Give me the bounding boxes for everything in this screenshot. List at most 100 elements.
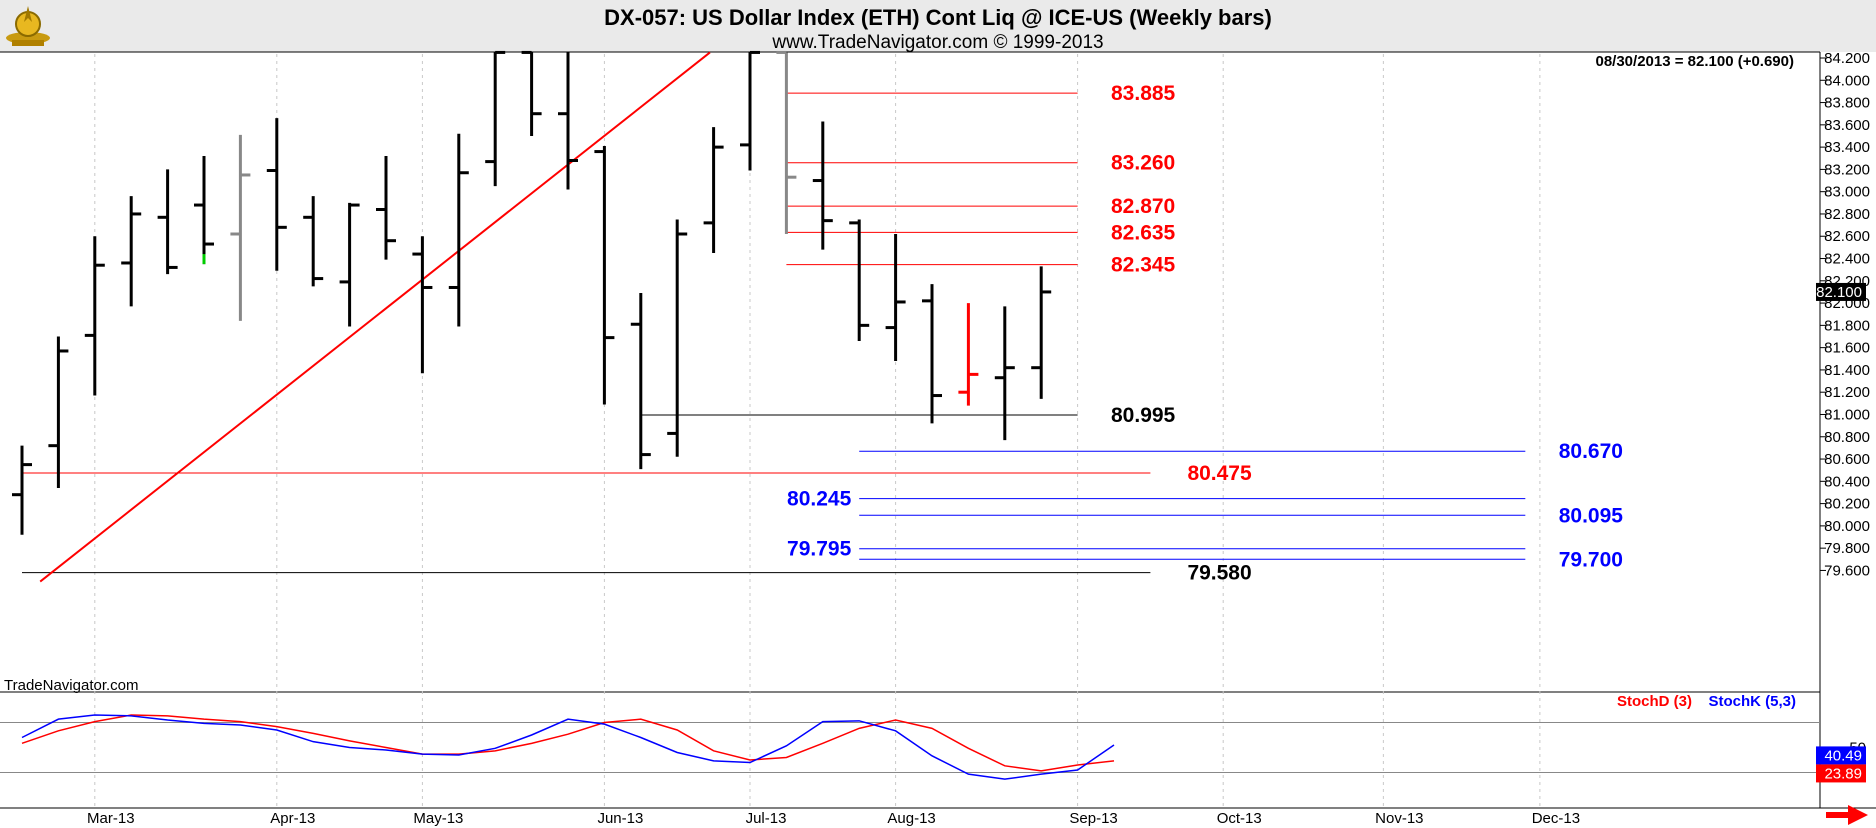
price-bar	[849, 219, 870, 341]
price-tick-label: 81.800	[1824, 317, 1870, 334]
price-bar	[339, 202, 360, 327]
chart-subtitle: www.TradeNavigator.com © 1999-2013	[771, 32, 1103, 53]
stoch-series-line	[21, 714, 1115, 780]
price-bar	[922, 284, 942, 424]
price-bar	[157, 169, 178, 275]
price-bar	[121, 196, 142, 307]
stoch-k-value-box	[1816, 746, 1866, 765]
price-bar	[84, 236, 105, 396]
price-bar	[412, 236, 433, 374]
price-bar	[885, 234, 906, 362]
level-label: 80.245	[787, 488, 852, 511]
price-tick-label: 80.400	[1824, 473, 1870, 490]
last-price-box	[1816, 282, 1866, 301]
price-tick-label: 80.000	[1824, 518, 1870, 535]
price-bar	[958, 303, 979, 406]
price-bar	[521, 50, 542, 136]
price-bar	[994, 306, 1015, 441]
trendline-group	[39, 51, 711, 583]
price-bar	[485, 50, 506, 187]
price-bar	[740, 50, 760, 171]
level-label: 82.635	[1111, 221, 1176, 244]
month-label: Mar-13	[87, 810, 135, 827]
price-tick-label: 79.800	[1824, 540, 1870, 557]
price-tick-label: 80.200	[1824, 496, 1870, 513]
price-tick-label: 84.000	[1824, 72, 1870, 89]
level-label: 83.260	[1111, 152, 1175, 175]
price-bar	[703, 127, 724, 253]
month-label: Apr-13	[270, 810, 315, 827]
price-tick-label: 79.600	[1824, 562, 1870, 579]
time-axis-ticks: Mar-13 Apr-13 May-13 Jun-13 Jul-13 Aug-13 Sep-…	[87, 810, 1580, 827]
price-tick-label: 83.000	[1824, 184, 1870, 201]
month-label: Jun-13	[597, 810, 643, 827]
month-label: Sep-13	[1069, 810, 1117, 827]
price-bar	[12, 445, 32, 535]
level-label: 79.795	[787, 538, 852, 561]
month-label: Oct-13	[1217, 810, 1262, 827]
scroll-right-arrow-icon[interactable]	[1826, 805, 1868, 825]
last-price-label: 82.100	[1816, 284, 1862, 301]
price-bar	[194, 156, 214, 265]
price-tick-label: 80.800	[1824, 429, 1870, 446]
tradenavigator-logo-icon	[6, 6, 50, 46]
price-bar	[630, 293, 651, 470]
price-tick-label: 83.400	[1824, 139, 1870, 156]
chart-title: DX-057: US Dollar Index (ETH) Cont Liq @…	[604, 5, 1272, 30]
gridlines	[94, 54, 1541, 807]
level-label: 79.580	[1187, 562, 1251, 585]
price-bar	[448, 133, 469, 327]
level-label: 79.700	[1559, 548, 1623, 571]
price-tick-label: 83.200	[1824, 161, 1870, 178]
price-bar	[266, 118, 287, 271]
level-label: 80.670	[1559, 440, 1623, 463]
stoch-d-legend: StochD (3)	[1617, 693, 1692, 710]
price-bar	[1031, 266, 1052, 399]
month-label: Jul-13	[746, 810, 787, 827]
stoch-k-legend: StochK (5,3)	[1708, 693, 1796, 710]
header-band	[0, 0, 1876, 52]
month-label: May-13	[413, 810, 463, 827]
last-price-info: 08/30/2013 = 82.100 (+0.690)	[1595, 53, 1794, 70]
price-tick-label: 81.200	[1824, 384, 1870, 401]
price-axis-ticks: 84.200 84.000 83.800 83.600 83.400 83.200 83.0…	[1816, 50, 1870, 579]
watermark-text: TradeNavigator.com	[4, 677, 139, 694]
price-tick-label: 82.800	[1824, 206, 1870, 223]
price-bar	[812, 121, 833, 250]
price-bar	[376, 156, 396, 260]
price-tick-label: 82.400	[1824, 251, 1870, 268]
level-label: 83.885	[1111, 82, 1176, 105]
price-levels: 83.885 83.260 82.870 82.635 82.345 80.995 80.6…	[22, 82, 1623, 585]
level-label: 80.995	[1111, 404, 1176, 427]
month-label: Aug-13	[887, 810, 935, 827]
stoch-d-value-box	[1816, 764, 1866, 783]
level-label: 82.345	[1111, 254, 1176, 277]
stoch-k-value: 40.49	[1824, 747, 1862, 764]
price-bars	[12, 50, 1052, 535]
price-bar	[230, 134, 251, 321]
level-label: 82.870	[1111, 195, 1175, 218]
price-tick-label: 82.600	[1824, 228, 1870, 245]
stoch-series-line	[21, 714, 1115, 772]
price-bar	[667, 219, 688, 457]
month-label: Dec-13	[1532, 810, 1580, 827]
price-tick-label: 83.800	[1824, 95, 1870, 112]
stoch-d-value: 23.89	[1824, 765, 1862, 782]
month-label: Nov-13	[1375, 810, 1423, 827]
price-bar	[776, 50, 797, 235]
price-tick-label: 80.600	[1824, 451, 1870, 468]
price-bar	[558, 52, 578, 190]
price-tick-label: 83.600	[1824, 117, 1870, 134]
trendline	[39, 51, 711, 583]
price-tick-label: 84.200	[1824, 50, 1870, 67]
price-bar	[594, 146, 615, 405]
price-tick-label: 81.400	[1824, 362, 1870, 379]
level-label: 80.475	[1187, 462, 1252, 485]
price-tick-label: 81.000	[1824, 406, 1870, 423]
price-bar	[303, 196, 324, 287]
level-label: 80.095	[1559, 504, 1624, 527]
price-bar	[48, 336, 69, 489]
price-tick-label: 81.600	[1824, 340, 1870, 357]
